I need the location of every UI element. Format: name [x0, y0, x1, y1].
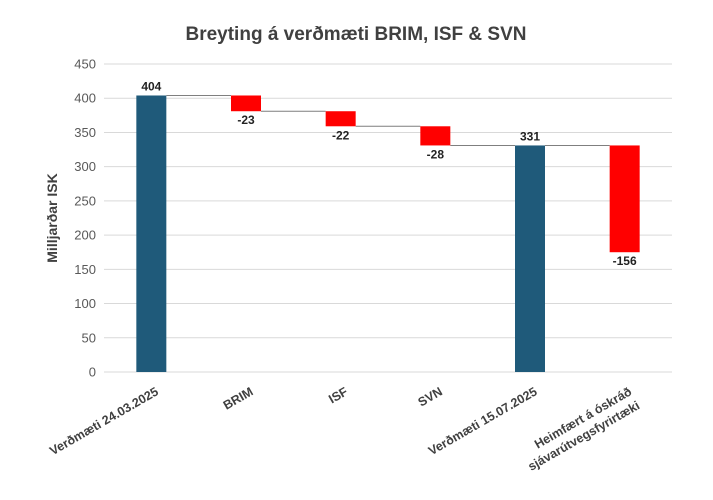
- data-label: 404: [141, 79, 161, 93]
- y-tick-label: 300: [74, 159, 96, 174]
- data-label: -156: [613, 254, 637, 268]
- bars: [136, 95, 640, 373]
- decrease-bar: [325, 111, 356, 127]
- y-axis-ticks: 0 50 100 150 200 250 300 350 400 450: [74, 57, 96, 380]
- y-tick-label: 150: [74, 262, 96, 277]
- y-tick-label: 450: [74, 57, 96, 72]
- y-axis-label: Milljarðar ISK: [44, 173, 60, 262]
- total-bar: [515, 145, 545, 372]
- y-tick-label: 250: [74, 193, 96, 208]
- y-tick-label: 100: [74, 296, 96, 311]
- y-tick-label: 400: [74, 91, 96, 106]
- x-category-label: ISF: [326, 384, 350, 406]
- x-category-label: BRIM: [221, 384, 256, 412]
- decrease-bar: [420, 126, 451, 146]
- connectors: [166, 94, 610, 146]
- decrease-bar: [231, 95, 261, 112]
- data-label: -28: [427, 147, 445, 161]
- chart-title: Breyting á verðmæti BRIM, ISF & SVN: [185, 24, 526, 45]
- x-category-label: Verðmæti 24.03.2025: [47, 384, 161, 458]
- decrease-bar: [609, 145, 640, 253]
- y-tick-label: 50: [82, 330, 96, 345]
- data-label: -22: [332, 128, 350, 142]
- x-category-label: SVN: [416, 384, 445, 409]
- total-bar: [136, 95, 167, 373]
- data-label: -23: [237, 113, 255, 127]
- data-labels: 404 -23 -22 -28 331 -156: [141, 79, 637, 268]
- y-tick-label: 350: [74, 125, 96, 140]
- y-tick-label: 200: [74, 228, 96, 243]
- data-label: 331: [520, 129, 540, 143]
- gridlines: [104, 63, 672, 373]
- y-tick-label: 0: [89, 365, 96, 380]
